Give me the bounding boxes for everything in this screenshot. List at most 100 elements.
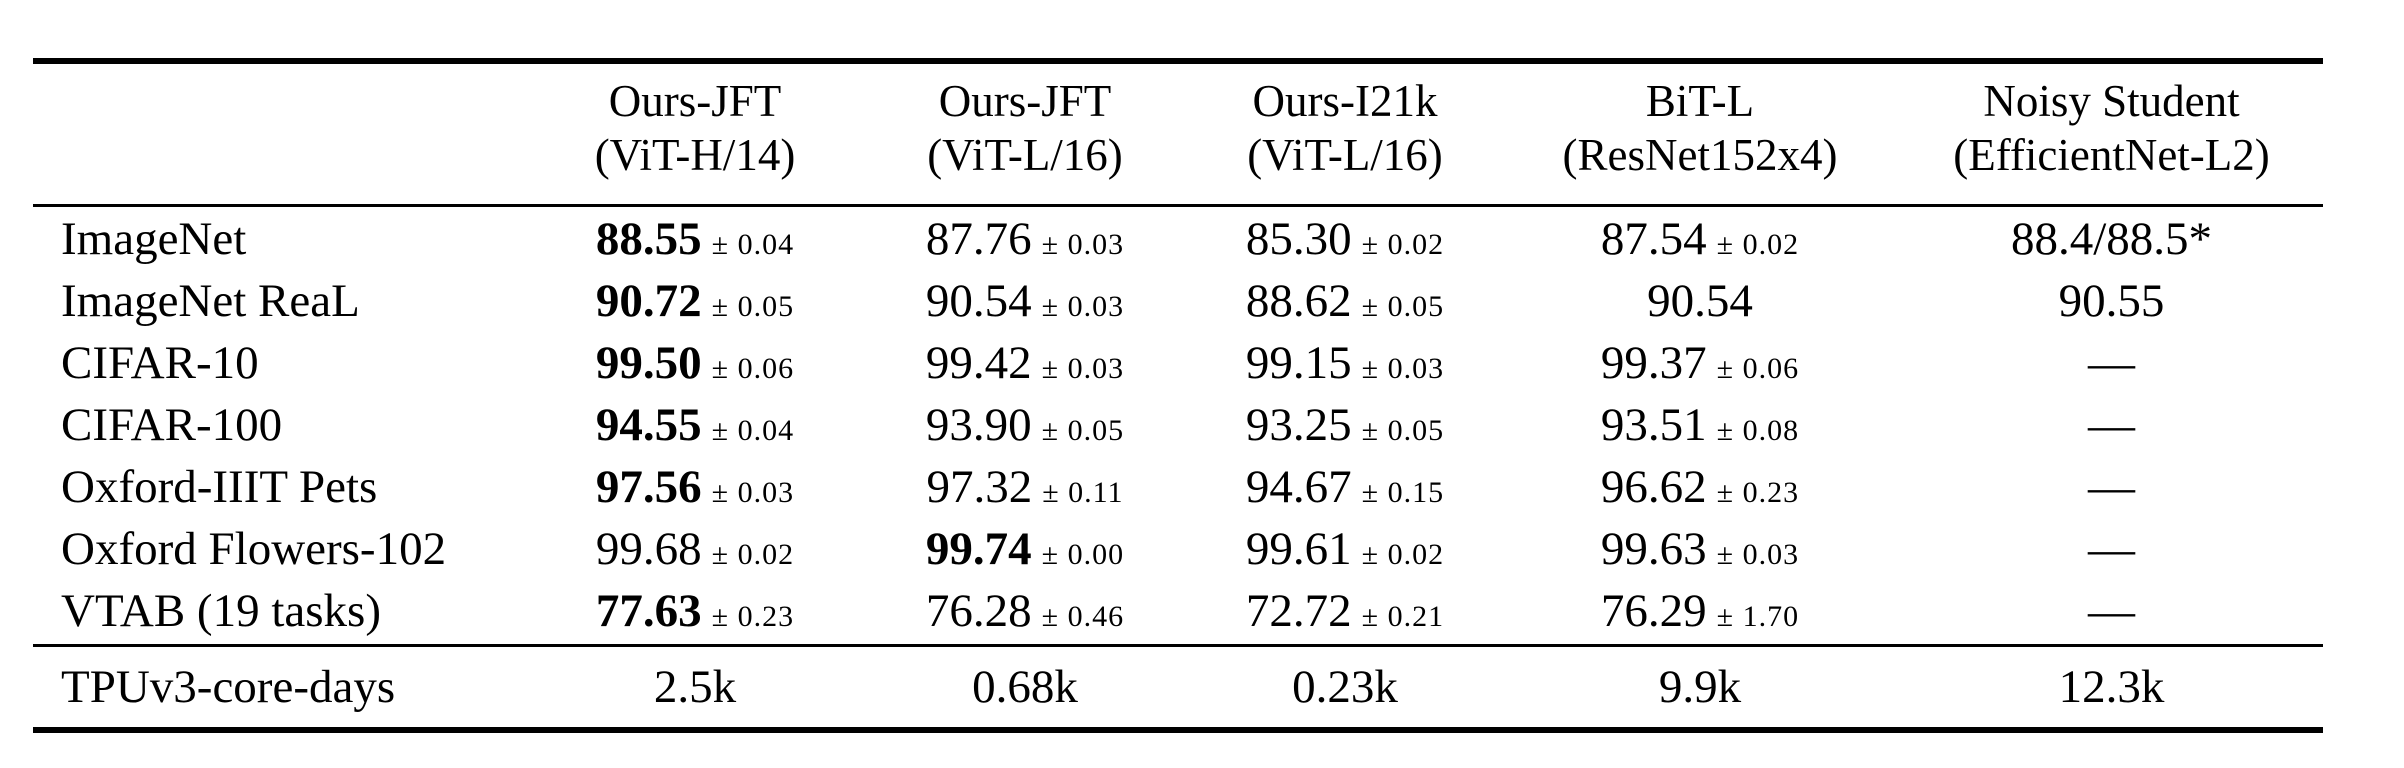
column-header-model: BiT-L	[1645, 76, 1755, 126]
metric-cell: 94.55 ± 0.04	[530, 398, 860, 452]
metric-value: 99.42	[925, 337, 1032, 389]
row-label: Oxford Flowers-102	[61, 523, 447, 575]
metric-value: 97.32	[926, 461, 1033, 513]
metric-value: 85.30	[1245, 213, 1352, 265]
metric-error: ± 0.15	[1361, 476, 1445, 509]
metric-error: ± 0.23	[711, 600, 795, 633]
metric-value: 88.4/88.5*	[2010, 213, 2213, 265]
metric-cell: 76.29 ± 1.70	[1500, 584, 1900, 638]
metric-error: ± 0.11	[1042, 476, 1124, 509]
metric-cell: 99.68 ± 0.02	[530, 522, 860, 576]
table-row-cifar-10: CIFAR-10 99.50 ± 0.06 99.42 ± 0.03 99.15 ± …	[33, 332, 2323, 394]
table-top-rule	[33, 58, 2323, 64]
column-header-arch: (EfficientNet-L2)	[1953, 130, 2270, 180]
column-header-noisy-student: Noisy Student (EfficientNet-L2)	[1900, 74, 2323, 182]
metric-value: 99.50	[595, 337, 702, 389]
table-bottom-rule	[33, 727, 2323, 733]
footer-divider-rule	[33, 644, 2323, 647]
metric-error: ± 0.05	[1361, 414, 1445, 447]
column-header-ours-jft-vith14: Ours-JFT (ViT-H/14)	[530, 74, 860, 182]
metric-cell: 94.67 ± 0.15	[1190, 460, 1500, 514]
column-header-ours-i21k-vitl16: Ours-I21k (ViT-L/16)	[1190, 74, 1500, 182]
metric-value: 99.63	[1600, 523, 1707, 575]
metric-cell: 90.54 ± 0.03	[860, 274, 1190, 328]
compute-cell: 0.23k	[1292, 661, 1398, 713]
metric-cell: 99.50 ± 0.06	[530, 336, 860, 390]
metric-cell: 99.37 ± 0.06	[1500, 336, 1900, 390]
metric-error: ± 0.03	[711, 476, 795, 509]
metric-value: 97.56	[595, 461, 702, 513]
metric-error: ± 0.03	[1041, 228, 1125, 261]
metric-error: ± 0.46	[1041, 600, 1125, 633]
metric-error: ± 0.04	[711, 228, 795, 261]
metric-cell: 85.30 ± 0.02	[1190, 212, 1500, 266]
table-row-cifar-100: CIFAR-100 94.55 ± 0.04 93.90 ± 0.05 93.25 ±…	[33, 394, 2323, 456]
table-row-vtab: VTAB (19 tasks) 77.63 ± 0.23 76.28 ± 0.46 …	[33, 580, 2323, 642]
metric-value: —	[2088, 585, 2135, 637]
metric-value: 72.72	[1245, 585, 1352, 637]
metric-cell: 72.72 ± 0.21	[1190, 584, 1500, 638]
header-spacer	[33, 74, 530, 182]
metric-error: ± 0.02	[711, 538, 795, 571]
metric-error: ± 0.05	[711, 290, 795, 323]
metric-cell: 88.62 ± 0.05	[1190, 274, 1500, 328]
table-row-imagenet: ImageNet 88.55 ± 0.04 87.76 ± 0.03 85.30 ± …	[33, 208, 2323, 270]
column-header-bit-l: BiT-L (ResNet152x4)	[1500, 74, 1900, 182]
metric-value: 87.76	[925, 213, 1032, 265]
metric-value: 99.74	[925, 523, 1032, 575]
metric-value: —	[2088, 523, 2135, 575]
metric-value: 77.63	[595, 585, 702, 637]
row-label: TPUv3-core-days	[61, 661, 396, 713]
metric-cell: 90.55	[1900, 274, 2323, 328]
metric-error: ± 0.23	[1716, 476, 1800, 509]
column-header-ours-jft-vitl16: Ours-JFT (ViT-L/16)	[860, 74, 1190, 182]
row-label: ImageNet	[61, 213, 247, 265]
column-header-model: Noisy Student	[1983, 76, 2240, 126]
metric-value: 96.62	[1600, 461, 1707, 513]
metric-cell: 93.25 ± 0.05	[1190, 398, 1500, 452]
metric-value: 76.29	[1600, 585, 1707, 637]
metric-cell: 76.28 ± 0.46	[860, 584, 1190, 638]
metric-error: ± 0.02	[1361, 538, 1445, 571]
metric-cell: 88.4/88.5*	[1900, 212, 2323, 266]
metric-value: —	[2088, 399, 2135, 451]
metric-value: 90.54	[1647, 275, 1753, 327]
metric-cell: 93.51 ± 0.08	[1500, 398, 1900, 452]
row-label: VTAB (19 tasks)	[61, 585, 381, 637]
table-header-row: Ours-JFT (ViT-H/14) Ours-JFT (ViT-L/16) …	[33, 74, 2323, 182]
metric-cell: —	[1900, 460, 2323, 514]
metric-value: 90.54	[925, 275, 1032, 327]
metric-cell: 99.63 ± 0.03	[1500, 522, 1900, 576]
row-label: CIFAR-10	[61, 337, 259, 389]
metric-error: ± 0.03	[1041, 290, 1125, 323]
row-label: ImageNet ReaL	[61, 275, 360, 327]
row-label: Oxford-IIIT Pets	[61, 461, 378, 513]
metric-cell: 88.55 ± 0.04	[530, 212, 860, 266]
header-divider-rule	[33, 204, 2323, 207]
metric-cell: 99.61 ± 0.02	[1190, 522, 1500, 576]
metric-cell: —	[1900, 584, 2323, 638]
column-header-arch: (ViT-H/14)	[594, 130, 796, 180]
metric-error: ± 0.03	[1041, 352, 1125, 385]
metric-value: 99.37	[1600, 337, 1707, 389]
metric-error: ± 0.03	[1716, 538, 1800, 571]
metric-cell: —	[1900, 336, 2323, 390]
metric-value: 99.68	[595, 523, 702, 575]
metric-error: ± 0.21	[1361, 600, 1445, 633]
column-header-model: Ours-I21k	[1252, 76, 1438, 126]
metric-cell: 87.54 ± 0.02	[1500, 212, 1900, 266]
metric-error: ± 0.05	[1041, 414, 1125, 447]
metric-error: ± 0.08	[1716, 414, 1800, 447]
metric-error: ± 0.00	[1041, 538, 1125, 571]
metric-cell: 96.62 ± 0.23	[1500, 460, 1900, 514]
table-body: ImageNet 88.55 ± 0.04 87.76 ± 0.03 85.30 ± …	[33, 208, 2323, 642]
metric-cell: 99.74 ± 0.00	[860, 522, 1190, 576]
metric-cell: 99.42 ± 0.03	[860, 336, 1190, 390]
metric-value: 88.55	[595, 213, 702, 265]
metric-cell: 99.15 ± 0.03	[1190, 336, 1500, 390]
metric-value: 93.51	[1600, 399, 1707, 451]
column-header-arch: (ViT-L/16)	[1247, 130, 1443, 180]
column-header-arch: (ViT-L/16)	[927, 130, 1123, 180]
metric-error: ± 0.03	[1361, 352, 1445, 385]
